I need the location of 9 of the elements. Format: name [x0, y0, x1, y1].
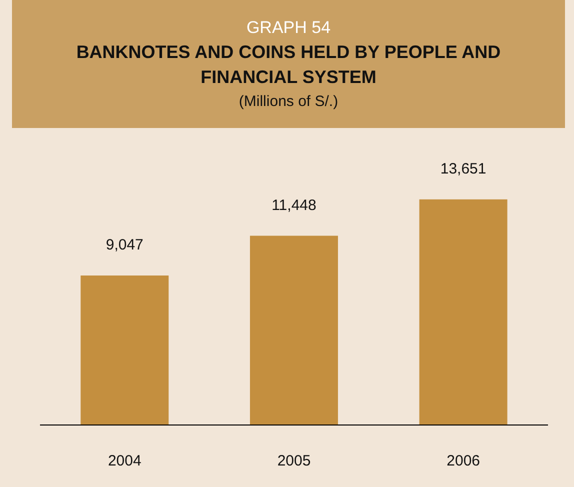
data-label: 9,047 — [106, 236, 144, 254]
x-tick-label: 2004 — [108, 452, 142, 470]
chart-subtitle: (Millions of S/.) — [238, 93, 340, 110]
x-tick-label: 2006 — [446, 452, 480, 470]
chart-title: BANKNOTES AND COINS HELD BY PEOPLE AND FINANCIAL SYSTEM — [75, 41, 502, 89]
data-label: 11,448 — [272, 196, 316, 214]
x-tick-label: 2005 — [277, 452, 311, 470]
caption: GRAPH 54 — [245, 18, 332, 38]
data-label: 13,651 — [440, 160, 486, 178]
